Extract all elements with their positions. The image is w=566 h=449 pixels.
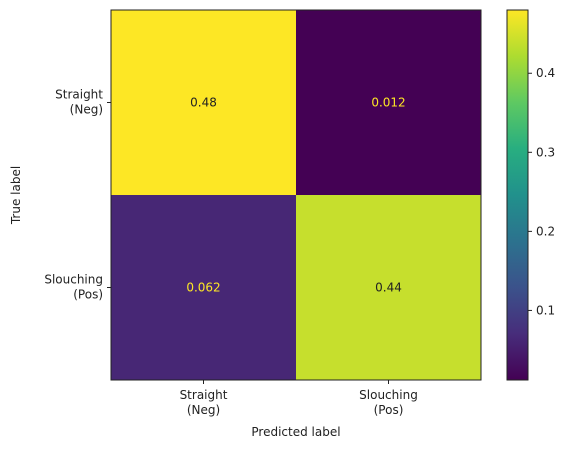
y-tick-label-line: Slouching [44,273,103,287]
colorbar-tick-label: 0.1 [536,303,555,317]
colorbar-tick-label: 0.3 [536,145,555,159]
y-tick-label-line: (Pos) [73,288,103,302]
cell-value-label-1-0: 0.062 [186,281,220,295]
cell-value-label-1-1: 0.44 [375,281,402,295]
y-tick-label-line: Straight [55,88,103,102]
x-axis-label: Predicted label [251,425,340,439]
x-tick-label-line: (Pos) [374,403,404,417]
x-tick-label-line: (Neg) [187,403,220,417]
cell-value-label-0-0: 0.48 [190,96,217,110]
y-axis-label: True label [9,166,23,225]
colorbar-tick-label: 0.4 [536,66,555,80]
x-tick-label-line: Slouching [359,388,418,402]
cell-value-label-0-1: 0.012 [371,96,405,110]
colorbar [507,10,528,380]
y-tick-label-line: (Neg) [70,103,103,117]
heatmap-cells: 0.48 0.012 0.062 0.44 [111,10,481,380]
x-tick-label-line: Straight [180,388,228,402]
colorbar-tick-label: 0.2 [536,224,555,238]
